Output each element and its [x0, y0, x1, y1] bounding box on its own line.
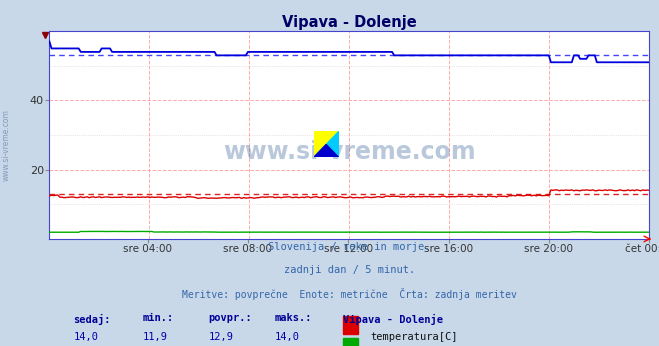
- Text: min.:: min.:: [142, 313, 173, 324]
- Text: maks.:: maks.:: [274, 313, 312, 324]
- FancyBboxPatch shape: [343, 338, 358, 346]
- Text: 14,0: 14,0: [274, 332, 299, 342]
- Text: 11,9: 11,9: [142, 332, 167, 342]
- Text: Slovenija / reke in morje.: Slovenija / reke in morje.: [268, 242, 430, 252]
- Text: temperatura[C]: temperatura[C]: [370, 332, 458, 342]
- Polygon shape: [314, 131, 339, 157]
- Text: 12,9: 12,9: [208, 332, 233, 342]
- Text: povpr.:: povpr.:: [208, 313, 252, 324]
- Polygon shape: [314, 131, 339, 157]
- Text: Vipava - Dolenje: Vipava - Dolenje: [343, 313, 444, 325]
- Text: www.si-vreme.com: www.si-vreme.com: [2, 109, 11, 181]
- FancyBboxPatch shape: [343, 316, 358, 334]
- Text: sedaj:: sedaj:: [73, 313, 111, 325]
- Text: zadnji dan / 5 minut.: zadnji dan / 5 minut.: [283, 265, 415, 275]
- Text: 14,0: 14,0: [73, 332, 98, 342]
- Polygon shape: [314, 145, 339, 157]
- Title: Vipava - Dolenje: Vipava - Dolenje: [282, 15, 416, 30]
- Text: www.si-vreme.com: www.si-vreme.com: [223, 139, 476, 164]
- Text: Meritve: povprečne  Enote: metrične  Črta: zadnja meritev: Meritve: povprečne Enote: metrične Črta:…: [182, 288, 517, 300]
